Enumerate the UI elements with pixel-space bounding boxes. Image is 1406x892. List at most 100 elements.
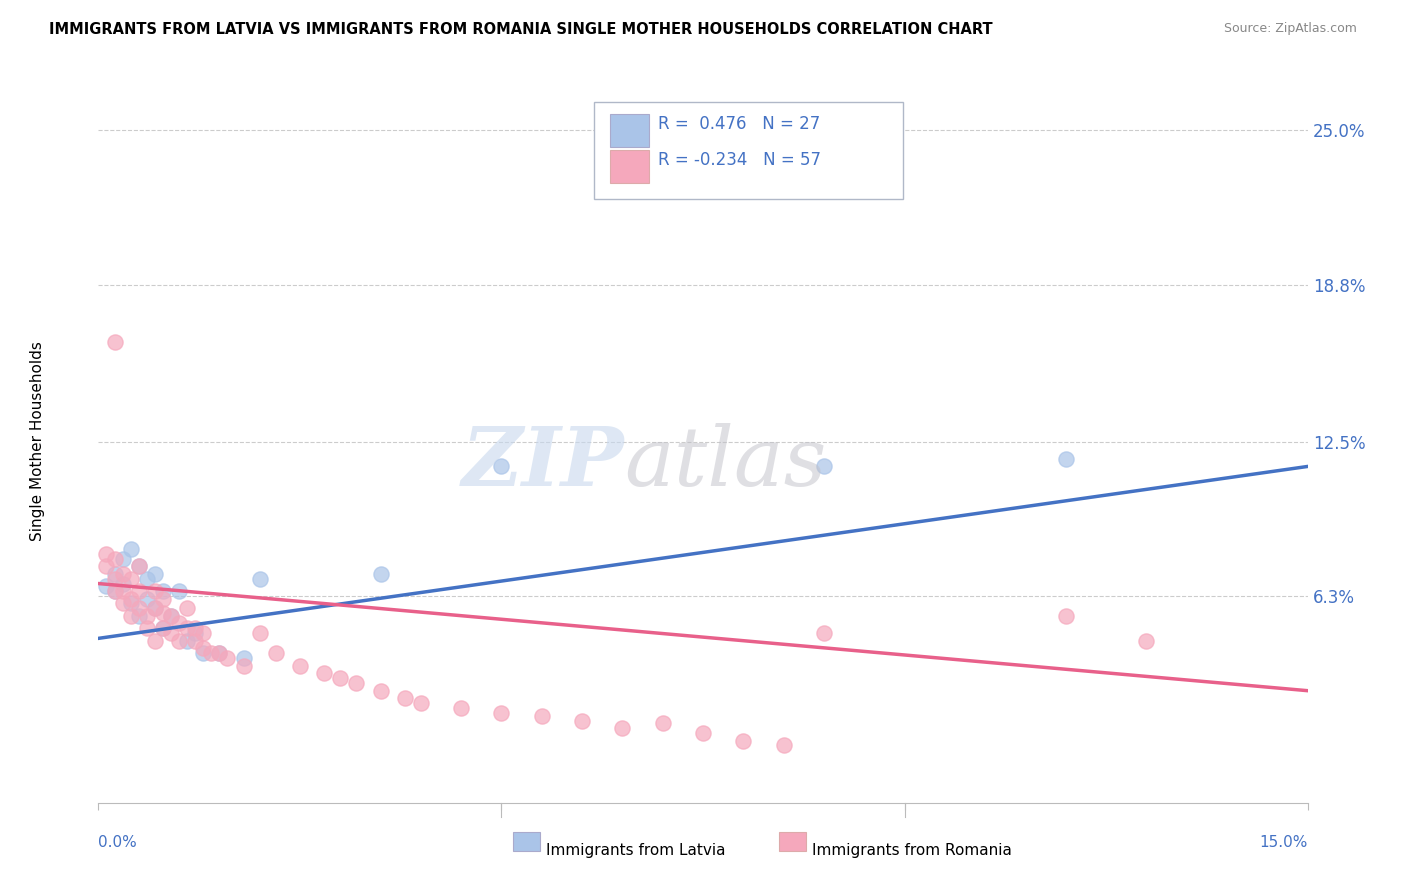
Point: [128, 609, 150, 624]
Point: [111, 597, 134, 611]
Point: [200, 646, 222, 660]
Point: [103, 551, 125, 566]
Point: [111, 566, 134, 581]
Text: R = -0.234   N = 57: R = -0.234 N = 57: [658, 151, 821, 169]
Point: [176, 633, 198, 648]
Point: [208, 646, 231, 660]
FancyBboxPatch shape: [595, 102, 903, 200]
Point: [176, 601, 198, 615]
Point: [813, 626, 835, 640]
Point: [612, 721, 634, 735]
Point: [167, 633, 190, 648]
Point: [1054, 609, 1077, 624]
Point: [651, 716, 673, 731]
Point: [530, 708, 553, 723]
Point: [96, 579, 118, 593]
Point: [128, 559, 150, 574]
Point: [184, 633, 207, 648]
Text: R =  0.476   N = 27: R = 0.476 N = 27: [658, 115, 821, 133]
Point: [450, 701, 472, 715]
Point: [120, 591, 142, 606]
Point: [143, 601, 166, 615]
Point: [370, 683, 392, 698]
Point: [813, 459, 835, 474]
FancyBboxPatch shape: [610, 113, 648, 147]
Point: [120, 609, 142, 624]
Point: [249, 626, 271, 640]
Text: atlas: atlas: [624, 423, 827, 503]
Point: [120, 597, 142, 611]
Text: Source: ZipAtlas.com: Source: ZipAtlas.com: [1223, 22, 1357, 36]
Point: [167, 584, 190, 599]
Point: [184, 626, 207, 640]
Point: [143, 566, 166, 581]
Point: [96, 547, 118, 561]
Point: [152, 584, 174, 599]
Point: [167, 616, 190, 631]
Point: [103, 584, 125, 599]
Point: [176, 621, 198, 635]
Point: [733, 733, 755, 747]
Point: [152, 591, 174, 606]
Text: Immigrants from Romania: Immigrants from Romania: [811, 843, 1012, 857]
Point: [1054, 452, 1077, 467]
Point: [249, 572, 271, 586]
FancyBboxPatch shape: [513, 832, 540, 851]
Text: IMMIGRANTS FROM LATVIA VS IMMIGRANTS FROM ROMANIA SINGLE MOTHER HOUSEHOLDS CORRE: IMMIGRANTS FROM LATVIA VS IMMIGRANTS FRO…: [49, 22, 993, 37]
Point: [120, 572, 142, 586]
Text: 15.0%: 15.0%: [1260, 835, 1308, 850]
Point: [135, 591, 157, 606]
Point: [143, 633, 166, 648]
Point: [128, 584, 150, 599]
Point: [772, 739, 794, 753]
Point: [217, 651, 239, 665]
Point: [314, 666, 336, 681]
Point: [184, 621, 207, 635]
Point: [160, 626, 183, 640]
Point: [193, 646, 215, 660]
Point: [103, 334, 125, 349]
Point: [120, 541, 142, 556]
Point: [491, 706, 513, 720]
Point: [111, 551, 134, 566]
Point: [288, 658, 311, 673]
Point: [344, 676, 367, 690]
Point: [232, 658, 254, 673]
Point: [135, 572, 157, 586]
Point: [103, 566, 125, 581]
Point: [111, 576, 134, 591]
Point: [1135, 633, 1157, 648]
Point: [128, 601, 150, 615]
Point: [409, 696, 432, 710]
Text: ZIP: ZIP: [461, 423, 624, 503]
Point: [160, 609, 183, 624]
Point: [264, 646, 287, 660]
Point: [152, 621, 174, 635]
Point: [370, 566, 392, 581]
FancyBboxPatch shape: [610, 150, 648, 183]
Point: [152, 621, 174, 635]
Point: [103, 572, 125, 586]
Point: [232, 651, 254, 665]
Point: [111, 584, 134, 599]
Point: [128, 559, 150, 574]
Point: [692, 726, 714, 740]
FancyBboxPatch shape: [779, 832, 806, 851]
Point: [143, 584, 166, 599]
Point: [491, 459, 513, 474]
Point: [193, 626, 215, 640]
Point: [208, 646, 231, 660]
Point: [96, 559, 118, 574]
Point: [571, 714, 593, 728]
Point: [103, 584, 125, 599]
Text: Immigrants from Latvia: Immigrants from Latvia: [546, 843, 725, 857]
Point: [193, 641, 215, 656]
Point: [143, 601, 166, 615]
Text: 0.0%: 0.0%: [98, 835, 138, 850]
Point: [152, 607, 174, 621]
Text: Single Mother Households: Single Mother Households: [31, 342, 45, 541]
Point: [135, 609, 157, 624]
Point: [329, 671, 352, 685]
Point: [135, 621, 157, 635]
Point: [160, 609, 183, 624]
